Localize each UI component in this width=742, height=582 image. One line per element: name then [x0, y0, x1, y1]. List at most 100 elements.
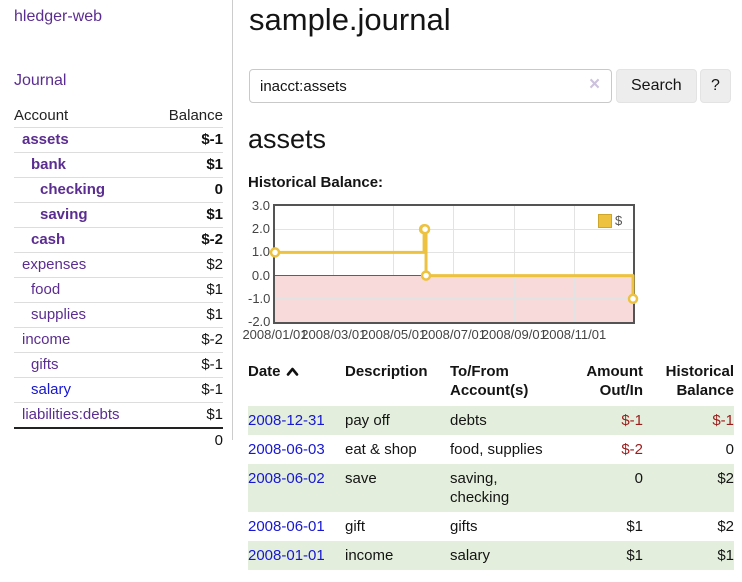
sidebar: hledger-web Journal Account Balance asse…	[0, 0, 233, 449]
data-point-marker[interactable]	[269, 247, 281, 258]
v-gridline	[573, 206, 575, 322]
register-header-row: Date Description To/From Account(s) Amou…	[248, 360, 734, 406]
transaction-date-link[interactable]: 2008-01-01	[248, 547, 325, 564]
account-row: supplies $1	[14, 302, 223, 328]
transaction-amount: $1	[626, 518, 643, 535]
v-gridline	[513, 206, 515, 322]
accounts-header-balance: Balance	[168, 107, 223, 124]
historical-balance-chart: 3.0 2.0 1.0 0.0 -1.0 -2.0 2008/01/01 2008/03/01…	[242, 198, 734, 350]
transaction-accounts: food, supplies	[450, 441, 543, 458]
account-row: expenses $2	[14, 252, 223, 278]
transaction-balance: $2	[717, 470, 734, 487]
sidebar-account-link[interactable]: saving	[40, 206, 88, 223]
y-axis-tick-label: 0.0	[251, 267, 270, 283]
account-row: saving $1	[14, 202, 223, 228]
sidebar-account-link[interactable]: gifts	[31, 356, 59, 373]
account-row: food $1	[14, 277, 223, 303]
accounts-header-account: Account	[14, 107, 69, 124]
sort-ascending-icon	[286, 367, 298, 376]
balance-step-line	[275, 227, 635, 299]
transaction-balance: $-1	[712, 412, 734, 429]
transaction-description: save	[345, 470, 377, 487]
sidebar-account-link[interactable]: cash	[31, 231, 66, 248]
page-title: sample.journal	[249, 2, 451, 37]
account-balance: $-1	[201, 381, 223, 398]
transaction-description: eat & shop	[345, 441, 417, 458]
transaction-row: 2008-12-31 pay off debts $-1 $-1	[248, 406, 734, 435]
sidebar-account-link[interactable]: salary	[31, 381, 72, 398]
chart-plot-area[interactable]	[269, 204, 639, 324]
transaction-date-link[interactable]: 2008-12-31	[248, 412, 325, 429]
x-axis-tick-label: 2008/05/01	[361, 327, 427, 342]
account-balance: $1	[206, 306, 223, 323]
sidebar-account-link[interactable]: checking	[40, 181, 106, 198]
transaction-balance: 0	[725, 441, 734, 458]
sidebar-account-link[interactable]: food	[31, 281, 61, 298]
data-point-marker[interactable]	[419, 223, 431, 235]
register-table: Date Description To/From Account(s) Amou…	[248, 360, 734, 570]
y-axis-tick-label: -2.0	[248, 314, 271, 329]
account-balance: $1	[206, 281, 223, 298]
sidebar-account-link[interactable]: assets	[22, 131, 69, 148]
chart-title: Historical Balance:	[248, 174, 384, 191]
legend-label: $	[615, 213, 623, 228]
x-axis-tick-label: 2008/01/01	[242, 327, 308, 342]
data-point-marker[interactable]	[420, 270, 432, 281]
transaction-date-link[interactable]: 2008-06-02	[248, 470, 325, 487]
x-axis-tick-label: 2008/03/01	[301, 327, 367, 342]
chart-legend: $	[598, 213, 622, 228]
sidebar-account-link[interactable]: bank	[31, 156, 67, 173]
x-axis-tick-label: 2008/11/01	[542, 327, 607, 342]
legend-swatch-icon	[598, 213, 612, 228]
h-gridline	[275, 251, 633, 253]
register-header-date[interactable]: Date	[248, 360, 345, 406]
date-header-label: Date	[248, 363, 281, 380]
balance-line-svg	[269, 223, 639, 305]
transaction-balance: $1	[717, 547, 734, 564]
sidebar-account-link[interactable]: supplies	[31, 306, 87, 323]
search-input[interactable]	[249, 69, 612, 103]
search-form: × Search ?	[249, 69, 734, 103]
account-row: bank $1	[14, 152, 223, 178]
v-gridline	[393, 206, 395, 322]
account-balance: $-2	[201, 231, 223, 248]
h-gridline	[275, 298, 633, 300]
v-gridline	[453, 206, 454, 322]
account-balance: $-1	[201, 131, 223, 148]
transaction-description: gift	[345, 518, 366, 535]
clear-search-icon[interactable]: ×	[589, 74, 601, 95]
transaction-row: 2008-06-03 eat & shop food, supplies $-2 0	[248, 435, 734, 464]
transaction-row: 2008-06-01 gift gifts $1 $2	[248, 512, 734, 541]
data-point-marker[interactable]	[627, 293, 639, 305]
v-gridline	[333, 206, 335, 322]
sidebar-account-link[interactable]: expenses	[22, 256, 87, 273]
account-balance: $1	[206, 406, 223, 423]
register-header-balance: Historical Balance	[665, 363, 734, 399]
account-balance: $1	[206, 206, 223, 223]
account-balance: $-2	[201, 331, 223, 348]
transaction-accounts: salary	[450, 547, 491, 564]
account-row: gifts $-1	[14, 352, 223, 378]
transaction-date-link[interactable]: 2008-06-01	[248, 518, 325, 535]
account-row: assets $-1	[14, 127, 223, 153]
transaction-date-link[interactable]: 2008-06-03	[248, 441, 325, 458]
accounts-total-row: 0	[14, 428, 223, 453]
register-header-accounts: To/From Account(s)	[450, 363, 529, 399]
accounts-header-row: Account Balance	[14, 104, 223, 128]
transaction-description: income	[345, 547, 394, 564]
account-balance: $1	[206, 156, 223, 173]
sidebar-account-link[interactable]: liabilities:debts	[22, 406, 120, 423]
sidebar-item-journal[interactable]: Journal	[14, 72, 67, 89]
account-balance: $2	[206, 256, 223, 273]
search-button[interactable]: Search	[616, 69, 697, 103]
transaction-accounts: debts	[450, 412, 487, 429]
help-button[interactable]: ?	[700, 69, 731, 103]
brand-link[interactable]: hledger-web	[14, 8, 103, 25]
sidebar-account-link[interactable]: income	[22, 331, 71, 348]
account-row: liabilities:debts $1	[14, 402, 223, 429]
transaction-balance: $2	[717, 518, 734, 535]
transaction-accounts: saving, checking	[450, 470, 510, 506]
transaction-amount: $1	[626, 547, 643, 564]
transaction-accounts: gifts	[450, 518, 478, 535]
account-balance: 0	[214, 181, 223, 198]
